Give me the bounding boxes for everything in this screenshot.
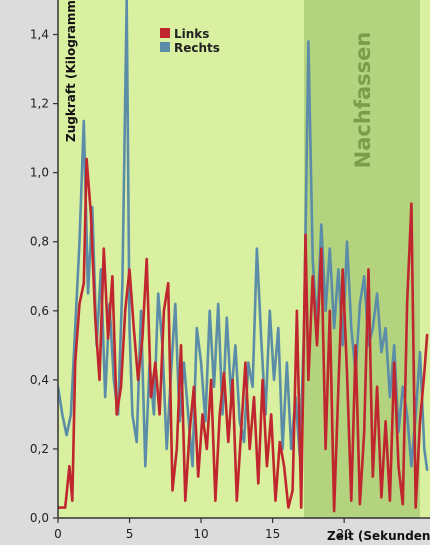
y-tick-label: 1,0: [30, 166, 49, 180]
series-line-links: [58, 157, 429, 513]
y-tick-label: 0,4: [30, 373, 49, 387]
legend-label-links: Links: [174, 27, 209, 41]
nachfassen-label: Nachfassen: [351, 32, 375, 169]
legend-swatch-links: [160, 28, 170, 38]
x-tick-label: 15: [265, 527, 280, 541]
legend-swatch-rechts: [160, 42, 170, 52]
y-axis-title: Zugkraft (Kilogramm): [64, 0, 78, 142]
x-tick-label: 20: [337, 527, 352, 541]
y-tick-label: 1,4: [30, 28, 49, 42]
y-tick-label: 0,2: [30, 442, 49, 456]
x-tick-label: 5: [126, 527, 134, 541]
y-tick-label: 0,6: [30, 304, 49, 318]
legend-label-rechts: Rechts: [174, 41, 220, 55]
x-tick-label: 10: [193, 527, 208, 541]
x-tick-label: 0: [54, 527, 62, 541]
x-axis-title: Zeit (Sekunden): [327, 529, 430, 543]
y-tick-label: 0,8: [30, 235, 49, 249]
y-tick-label: 0,0: [30, 511, 49, 525]
legend: Links Rechts: [160, 27, 220, 55]
y-tick-label: 1,2: [30, 97, 49, 111]
